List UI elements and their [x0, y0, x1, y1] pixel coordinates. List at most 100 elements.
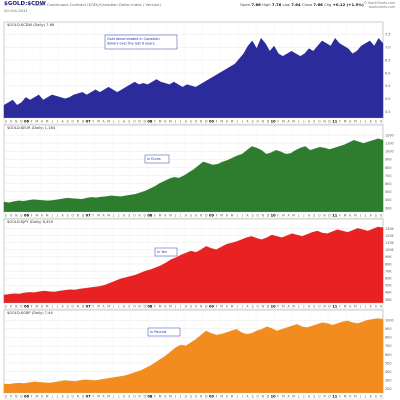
x-tick-label: S: [313, 395, 315, 399]
x-tick-label: M: [282, 395, 285, 399]
x-tick-label: M: [344, 395, 347, 399]
x-tick-label: O: [10, 120, 13, 124]
x-tick-label: N: [138, 395, 141, 399]
x-tick-label: F: [154, 120, 156, 124]
x-tick-label: F: [216, 120, 218, 124]
x-tick-label: S: [5, 305, 7, 309]
x-tick-label: F: [277, 305, 279, 309]
x-tick-label: N: [323, 120, 326, 124]
x-tick-label: M: [344, 214, 347, 218]
x-tick-label: J: [118, 395, 120, 399]
x-tick-label: 08: [147, 120, 153, 124]
x-tick-label: N: [200, 214, 203, 218]
x-tick-label: 09: [209, 395, 215, 399]
area-series: [3, 318, 384, 394]
x-tick-label: A: [287, 214, 290, 218]
y-tick-label: 600: [385, 182, 391, 186]
x-tick-label: M: [159, 395, 162, 399]
x-tick-label: S: [67, 305, 69, 309]
x-tick-label: S: [5, 214, 7, 218]
x-tick-label: O: [256, 120, 259, 124]
x-tick-label: S: [313, 120, 315, 124]
x-tick-label: 07: [86, 120, 92, 124]
y-tick-label: 700: [385, 344, 391, 348]
y-tick-label: 800: [385, 166, 391, 170]
x-tick-label: A: [164, 120, 167, 124]
x-tick-label: A: [61, 214, 64, 218]
x-tick-label: A: [164, 395, 167, 399]
x-tick-label: J: [174, 214, 176, 218]
x-tick-label: A: [123, 305, 126, 309]
y-tick-label: 200: [385, 387, 391, 391]
x-tick-label: A: [370, 120, 373, 124]
x-tick-label: O: [133, 395, 136, 399]
x-tick-label: J: [302, 214, 304, 218]
x-tick-label: J: [241, 305, 243, 309]
y-tick-label: 90K: [385, 255, 392, 259]
chart-header: $GOLD:$CDW (Gold - Continuous Contract (…: [0, 0, 400, 20]
x-tick-label: A: [308, 305, 311, 309]
x-tick-label: A: [185, 305, 188, 309]
x-tick-label: N: [77, 120, 80, 124]
x-tick-label: F: [31, 395, 33, 399]
x-tick-label: J: [112, 214, 114, 218]
y-tick-label: 300: [385, 378, 391, 382]
y-tick-label: 40K: [385, 291, 392, 295]
ohlc-readout: Open 7.66 High 7.76 Low 7.64 Close 7.66 …: [240, 2, 364, 7]
x-tick-label: 09: [209, 305, 215, 309]
x-tick-label: A: [349, 395, 352, 399]
x-tick-label: M: [220, 395, 223, 399]
x-tick-label: F: [277, 395, 279, 399]
annotation-box: [147, 327, 181, 337]
x-tick-label: J: [302, 120, 304, 124]
x-tick-label: S: [128, 305, 130, 309]
x-tick-label: J: [359, 305, 361, 309]
x-tick-label: S: [252, 214, 254, 218]
x-tick-label: O: [318, 395, 321, 399]
x-tick-label: D: [205, 120, 208, 124]
x-tick-label: D: [144, 214, 147, 218]
x-tick-label: J: [364, 120, 366, 124]
x-tick-label: M: [159, 305, 162, 309]
y-tick-label: 110K: [385, 241, 394, 245]
x-tick-label: M: [220, 305, 223, 309]
x-tick-label: J: [179, 305, 181, 309]
x-tick-label: 08: [147, 305, 153, 309]
x-tick-label: O: [10, 395, 13, 399]
y-tick-label: 800: [385, 336, 391, 340]
x-tick-label: 10: [271, 305, 277, 309]
x-tick-label: J: [118, 305, 120, 309]
annotation-text: Gold denominated in Canadian: [107, 37, 160, 41]
annotation-text: In Yen: [157, 250, 167, 254]
x-tick-label: S: [190, 305, 192, 309]
x-tick-label: M: [231, 214, 234, 218]
y-tick-label: 5.5: [385, 84, 390, 88]
y-tick-label: 4.5: [385, 110, 390, 114]
x-tick-label: A: [370, 305, 373, 309]
x-tick-label: A: [226, 120, 229, 124]
symbol-title: $GOLD:$CDW: [4, 1, 46, 7]
x-tick-label: N: [138, 305, 141, 309]
y-tick-label: 50K: [385, 284, 392, 288]
x-tick-label: J: [297, 305, 299, 309]
x-tick-label: M: [282, 120, 285, 124]
x-tick-label: O: [318, 305, 321, 309]
date-label: 20-Oct-2011: [4, 8, 28, 13]
x-tick-label: F: [339, 120, 341, 124]
x-tick-label: N: [262, 214, 265, 218]
x-tick-label: J: [51, 395, 53, 399]
y-tick-label: 600: [385, 353, 391, 357]
x-tick-label: O: [195, 395, 198, 399]
x-tick-label: D: [267, 305, 270, 309]
x-tick-label: O: [133, 305, 136, 309]
x-tick-label: F: [339, 395, 341, 399]
x-tick-label: F: [216, 214, 218, 218]
x-tick-label: D: [267, 395, 270, 399]
x-tick-label: J: [236, 214, 238, 218]
x-tick-label: 06: [24, 214, 30, 218]
x-tick-label: D: [144, 305, 147, 309]
x-tick-label: J: [297, 214, 299, 218]
panel-title: $GOLD:$CDW (Daily) 7.66: [7, 23, 55, 27]
x-tick-label: O: [380, 214, 383, 218]
x-tick-label: O: [256, 305, 259, 309]
